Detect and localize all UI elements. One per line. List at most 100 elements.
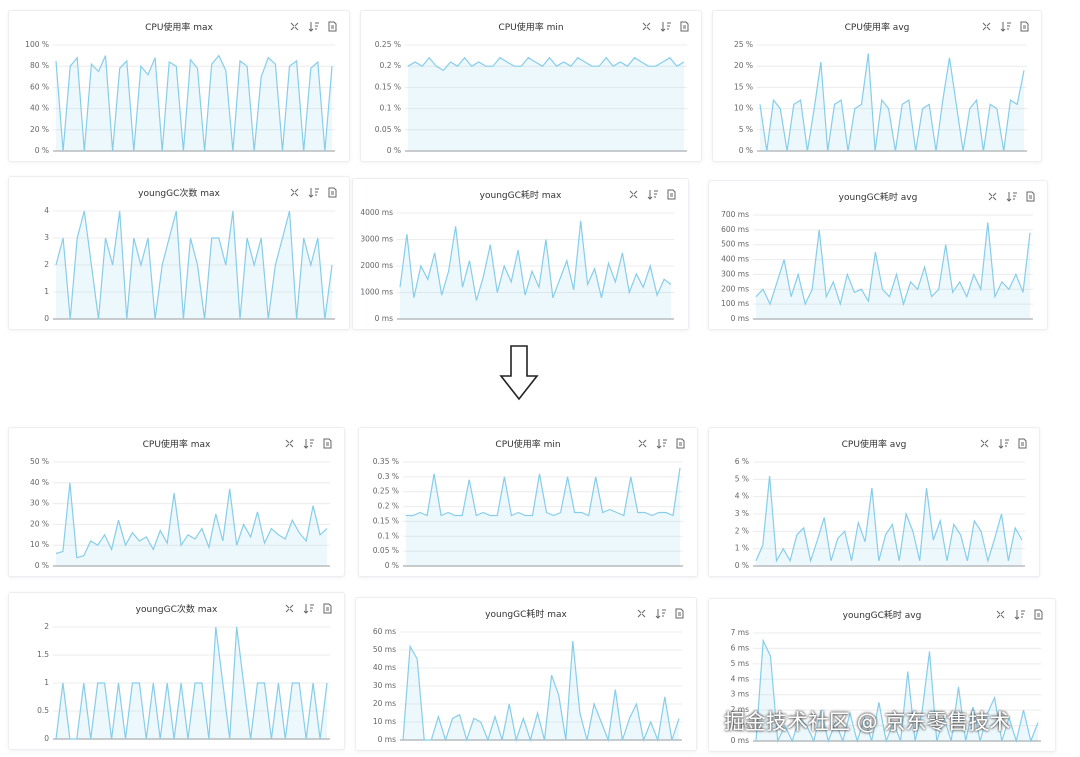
sort-icon[interactable]	[655, 609, 666, 619]
area	[756, 475, 1022, 566]
chart-title: CPU使用率 max	[143, 438, 211, 450]
toolbar[interactable]	[996, 609, 1043, 620]
y-tick-label: 0.1 %	[380, 104, 401, 113]
y-tick-label: 0 %	[735, 561, 749, 570]
y-tick-label: 0 ms	[731, 736, 749, 745]
document-icon[interactable]	[1026, 191, 1035, 202]
sort-icon[interactable]	[308, 188, 319, 198]
document-icon[interactable]	[1034, 609, 1043, 620]
y-tick-label: 0 ms	[378, 735, 396, 744]
sort-icon[interactable]	[1000, 22, 1011, 32]
sort-icon[interactable]	[656, 439, 667, 449]
chart: youngGC次数 max 0 0.5 1 1.5 2	[37, 603, 332, 743]
sort-icon[interactable]	[998, 439, 1009, 449]
toolbar[interactable]	[638, 438, 685, 449]
toolbar[interactable]	[290, 21, 337, 32]
sort-icon[interactable]	[660, 22, 671, 32]
sort-icon[interactable]	[308, 22, 319, 32]
y-tick-label: 3 ms	[731, 690, 749, 699]
area	[56, 627, 327, 739]
document-icon[interactable]	[1018, 438, 1027, 449]
line	[759, 53, 1025, 152]
y-tick-label: 2 ms	[731, 705, 749, 714]
document-icon[interactable]	[675, 608, 684, 619]
document-icon[interactable]	[676, 438, 685, 449]
y-tick-label: 1	[44, 287, 49, 296]
sort-icon[interactable]	[303, 439, 314, 449]
document-icon[interactable]	[323, 603, 332, 614]
document-icon[interactable]	[323, 438, 332, 449]
arrow-shape	[499, 345, 539, 401]
area	[56, 55, 332, 151]
fullscreen-icon[interactable]	[638, 439, 647, 448]
document-icon[interactable]	[667, 189, 676, 200]
y-tick-label: 4000 ms	[360, 208, 393, 217]
line	[755, 222, 1031, 307]
line	[407, 56, 685, 72]
y-tick-label: 1.5	[37, 650, 49, 659]
y-tick-label: 0.2 %	[378, 502, 399, 511]
sort-icon[interactable]	[1014, 610, 1025, 620]
chart-panel: CPU使用率 max 0 % 20 % 40 % 60 % 80 % 100 %	[8, 10, 350, 162]
chart-panel: youngGC耗时 avg 0 ms 100 ms 200 ms 300 ms 400 m…	[708, 180, 1048, 330]
fullscreen-icon[interactable]	[642, 22, 651, 31]
area	[408, 57, 684, 152]
chart-panel: CPU使用率 max 0 % 10 % 20 % 30 % 40 % 50 %	[8, 427, 345, 577]
fullscreen-icon[interactable]	[285, 604, 294, 613]
fullscreen-icon[interactable]	[629, 190, 638, 199]
y-tick-label: 1 %	[735, 544, 749, 553]
toolbar[interactable]	[290, 187, 337, 198]
fullscreen-icon[interactable]	[285, 439, 294, 448]
toolbar[interactable]	[285, 438, 332, 449]
toolbar[interactable]	[629, 189, 676, 200]
y-tick-label: 0	[44, 314, 49, 323]
document-icon[interactable]	[680, 21, 689, 32]
area	[400, 220, 671, 319]
y-tick-label: 0 %	[739, 146, 753, 155]
y-tick-label: 6 %	[735, 457, 749, 466]
fullscreen-icon[interactable]	[996, 610, 1005, 619]
fullscreen-icon[interactable]	[980, 439, 989, 448]
chart: CPU使用率 max 0 % 10 % 20 % 30 % 40 % 50 %	[30, 438, 332, 570]
toolbar[interactable]	[988, 191, 1035, 202]
toolbar[interactable]	[982, 21, 1029, 32]
toolbar[interactable]	[980, 438, 1027, 449]
fullscreen-icon[interactable]	[988, 192, 997, 201]
chart-title: youngGC次数 max	[136, 603, 218, 615]
y-tick-label: 0 %	[35, 561, 49, 570]
y-tick-label: 10 ms	[373, 717, 396, 726]
fullscreen-icon[interactable]	[982, 22, 991, 31]
y-tick-label: 50 ms	[373, 645, 396, 654]
y-tick-label: 2	[44, 622, 49, 631]
y-tick-label: 20 ms	[373, 699, 396, 708]
y-tick-label: 20 %	[30, 519, 49, 528]
y-tick-label: 20 %	[734, 61, 753, 70]
y-tick-label: 30 %	[30, 499, 49, 508]
line	[55, 482, 328, 559]
y-tick-label: 0.05 %	[375, 125, 401, 134]
chart: CPU使用率 avg 0 % 1 % 2 % 3 % 4 % 5 % 6 %	[735, 438, 1027, 570]
sort-icon[interactable]	[647, 190, 658, 200]
document-icon[interactable]	[1020, 21, 1029, 32]
y-tick-label: 2 %	[735, 526, 749, 535]
document-icon[interactable]	[328, 187, 337, 198]
y-tick-label: 4 ms	[731, 674, 749, 683]
toolbar[interactable]	[642, 21, 689, 32]
document-icon[interactable]	[328, 21, 337, 32]
chart-title: CPU使用率 min	[495, 438, 560, 450]
fullscreen-icon[interactable]	[290, 22, 299, 31]
sort-icon[interactable]	[1006, 192, 1017, 202]
chart-title: youngGC耗时 max	[485, 608, 567, 620]
y-tick-label: 4	[44, 206, 49, 215]
y-tick-label: 500 ms	[721, 240, 749, 249]
toolbar[interactable]	[637, 608, 684, 619]
chart-panel: CPU使用率 min 0 % 0.05 % 0.1 % 0.15 % 0.2 % 0.25 …	[360, 10, 702, 162]
line	[55, 210, 333, 320]
y-tick-label: 40 %	[30, 104, 49, 113]
fullscreen-icon[interactable]	[290, 188, 299, 197]
sort-icon[interactable]	[303, 604, 314, 614]
fullscreen-icon[interactable]	[637, 609, 646, 618]
toolbar[interactable]	[285, 603, 332, 614]
y-tick-label: 0.3 %	[378, 472, 399, 481]
